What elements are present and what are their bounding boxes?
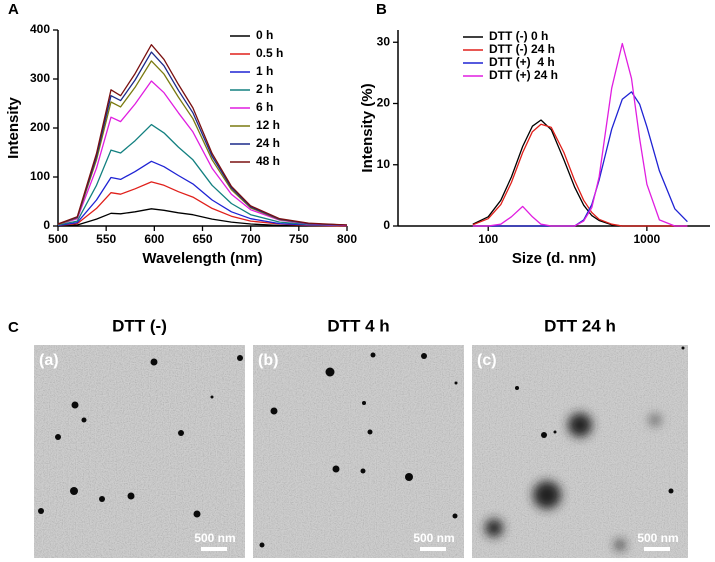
legend-label: DTT (+) 24 h (489, 68, 558, 82)
series-line (57, 123, 348, 227)
x-tick-label: 500 (48, 232, 68, 246)
image-label: (a) (39, 352, 59, 369)
x-tick-label: 100 (478, 232, 498, 246)
legend-label: DTT (-) 0 h (489, 29, 548, 43)
scale-bar (201, 547, 227, 551)
legend-label: DTT (-) 24 h (489, 42, 555, 56)
image-title: DTT 24 h (544, 316, 616, 335)
panel-label: A (8, 1, 19, 18)
y-tick-label: 10 (377, 157, 391, 171)
legend-label: 48 h (256, 154, 280, 168)
y-tick-label: 100 (30, 169, 50, 183)
x-tick-label: 1000 (634, 232, 661, 246)
y-axis-label: Intensity (%) (359, 83, 376, 172)
legend-label: 2 h (256, 82, 273, 96)
image-label: (c) (477, 352, 497, 369)
legend-label: 24 h (256, 136, 280, 150)
y-tick-label: 0 (43, 218, 50, 232)
scale-bar-label: 500 nm (413, 531, 454, 545)
x-tick-label: 650 (192, 232, 212, 246)
scale-bar-label: 500 nm (194, 531, 235, 545)
legend-label: DTT (+) 4 h (489, 55, 555, 69)
legend-label: 0.5 h (256, 46, 283, 60)
panel-label: C (8, 319, 19, 336)
scale-bar (420, 547, 446, 551)
y-tick-label: 300 (30, 71, 50, 85)
tem-image-b (253, 345, 464, 558)
x-tick-label: 750 (289, 232, 309, 246)
y-axis-label: Intensity (5, 97, 22, 159)
legend-label: 1 h (256, 64, 273, 78)
y-tick-label: 400 (30, 22, 50, 36)
series-line (57, 44, 348, 226)
series-line (57, 80, 348, 227)
x-tick-label: 600 (144, 232, 164, 246)
tem-image-a (34, 345, 245, 558)
x-tick-label: 700 (241, 232, 261, 246)
series-line (472, 42, 688, 227)
image-title: DTT (-) (112, 316, 167, 335)
y-tick-label: 30 (377, 34, 391, 48)
series-line (57, 208, 348, 227)
legend-label: 0 h (256, 28, 273, 42)
series-line (472, 123, 688, 227)
y-tick-label: 20 (377, 96, 391, 110)
x-axis-label: Wavelength (nm) (142, 250, 262, 267)
panel-c: C DTT (-) (a) 500 nm DTT 4 h (b) 500 nm DTT 24 … (8, 316, 679, 551)
tem-image-c (472, 345, 688, 558)
scale-bar-label: 500 nm (637, 531, 678, 545)
panel-label: B (376, 1, 387, 18)
x-tick-label: 550 (96, 232, 116, 246)
scale-bar (644, 547, 670, 551)
series-line (57, 60, 348, 226)
legend-label: 12 h (256, 118, 280, 132)
image-label: (b) (258, 352, 278, 369)
series-line (472, 91, 688, 227)
x-axis-label: Size (d. nm) (512, 250, 596, 267)
series-line (57, 160, 348, 227)
legend-label: 6 h (256, 100, 273, 114)
series-line (472, 119, 688, 227)
y-tick-label: 0 (383, 218, 390, 232)
image-title: DTT 4 h (327, 316, 389, 335)
x-tick-label: 800 (337, 232, 357, 246)
y-tick-label: 200 (30, 120, 50, 134)
series-line (57, 181, 348, 227)
